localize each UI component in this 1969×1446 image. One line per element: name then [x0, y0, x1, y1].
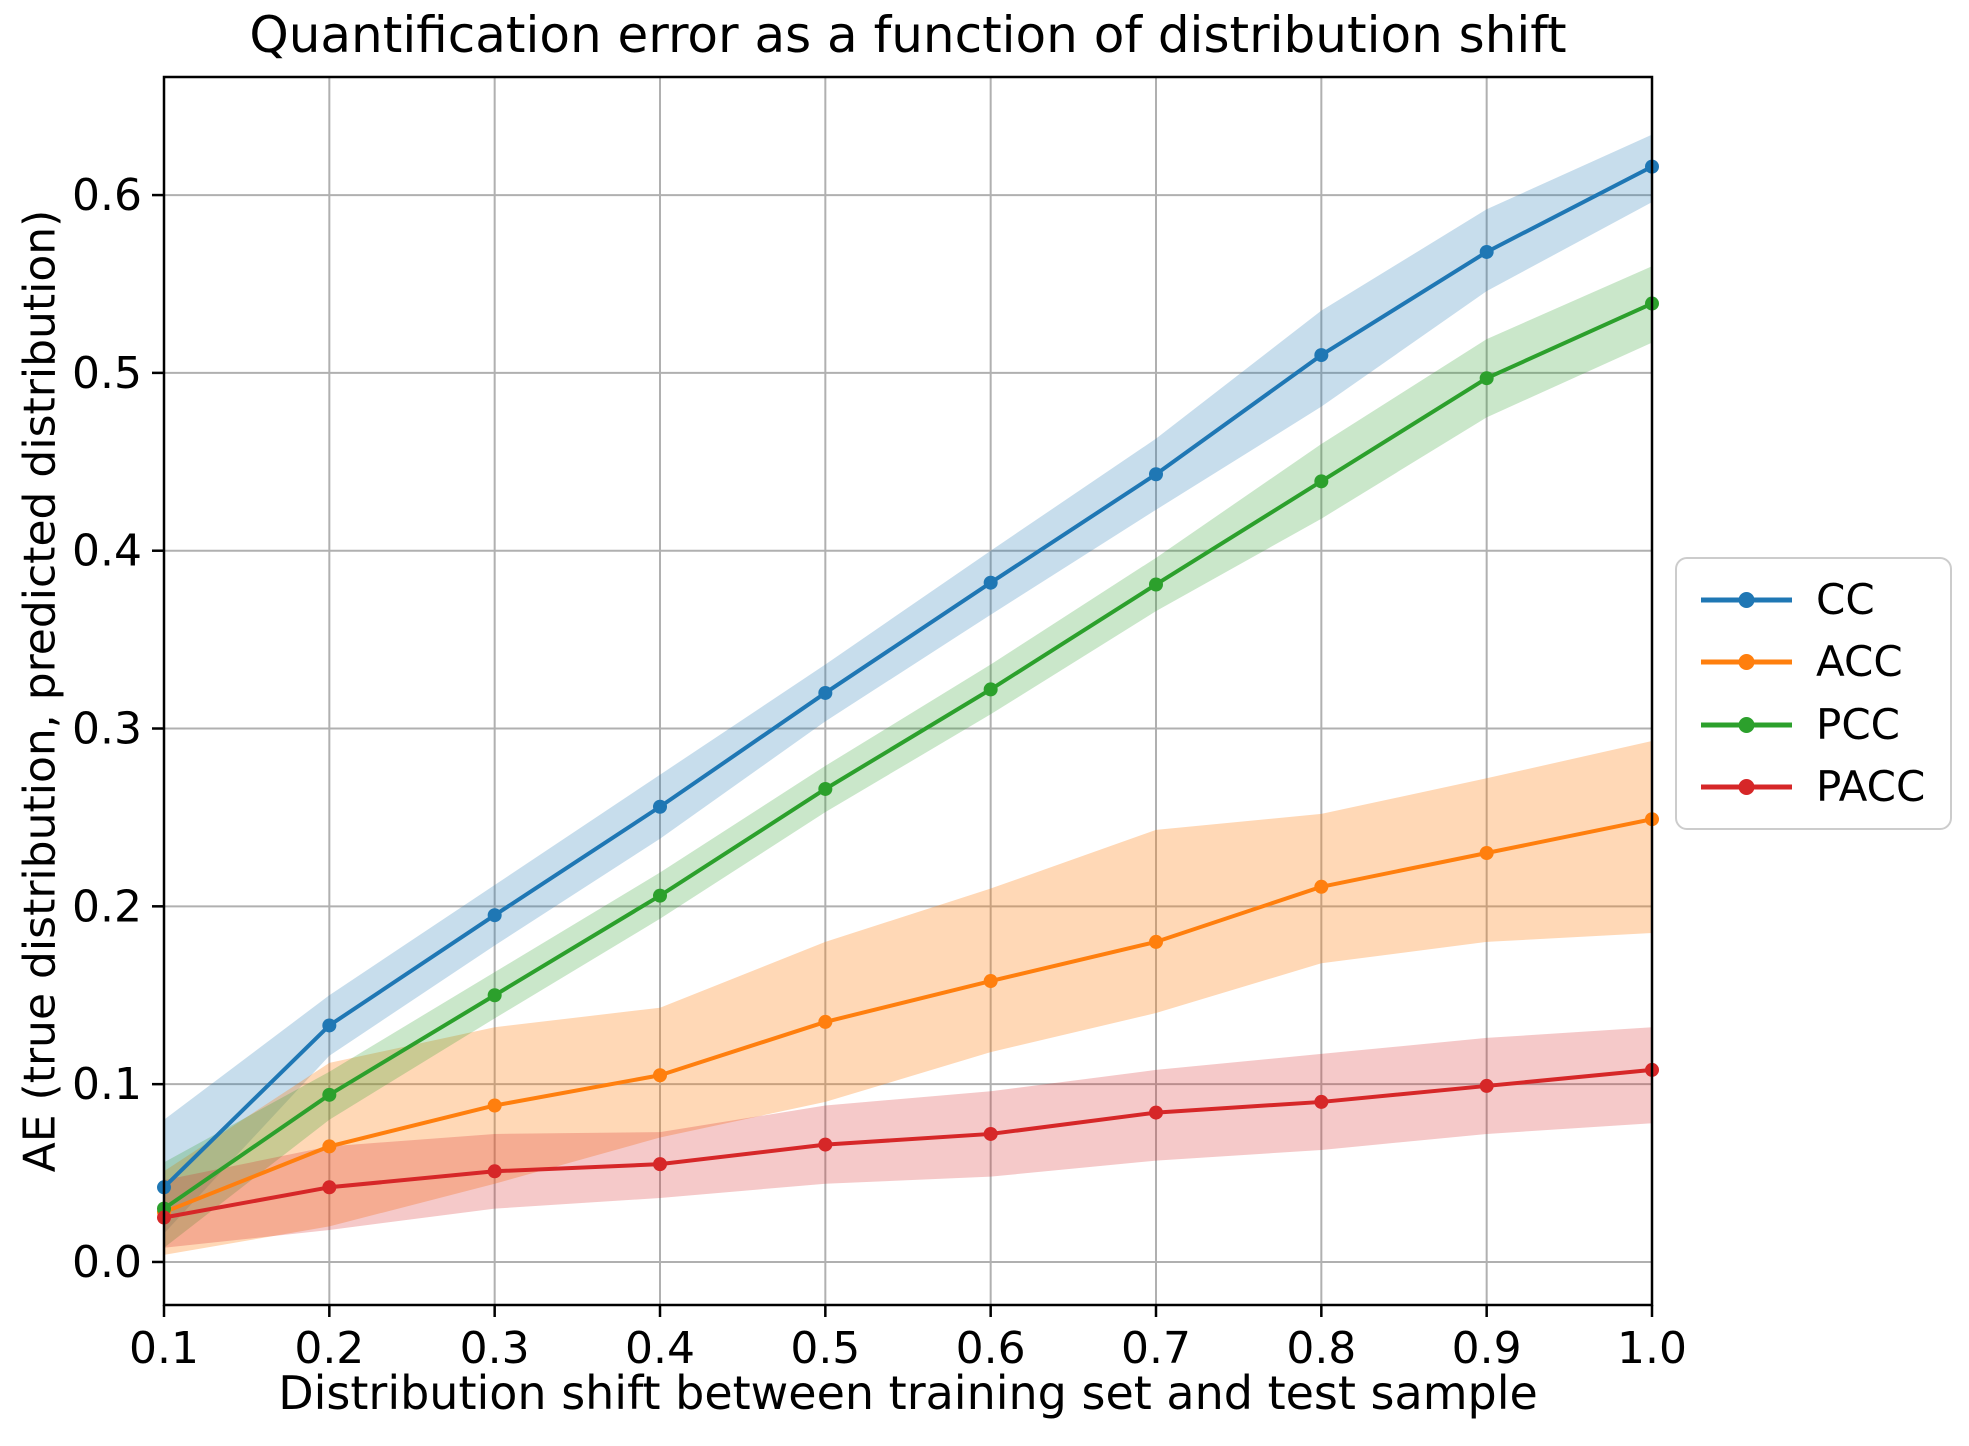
data-point-acc — [818, 1014, 833, 1029]
data-point-pacc — [1479, 1078, 1494, 1093]
data-point-cc — [818, 685, 833, 700]
data-point-pcc — [1314, 474, 1329, 489]
y-tick-label: 0.6 — [72, 170, 142, 221]
legend-line-sample-acc — [1701, 654, 1792, 671]
chart-title: Quantification error as a function of di… — [249, 6, 1567, 64]
band-cc — [164, 134, 1652, 1234]
data-point-pcc — [1149, 577, 1163, 592]
data-point-acc — [1479, 845, 1494, 860]
data-point-pacc — [487, 1164, 502, 1179]
y-tick-label: 0.5 — [72, 348, 142, 399]
data-point-acc — [983, 974, 998, 989]
data-point-pacc — [1149, 1105, 1163, 1120]
legend-entry-pcc: PCC — [1699, 699, 1940, 749]
x-axis-label: Distribution shift between training set … — [278, 1366, 1538, 1420]
data-point-acc — [1149, 934, 1163, 949]
data-point-acc — [1314, 879, 1329, 894]
data-point-pcc — [487, 988, 502, 1003]
x-tick-label: 1.0 — [1617, 1323, 1687, 1374]
series-line-pcc — [162, 301, 1654, 1211]
series-line-acc — [162, 817, 1654, 1215]
legend-marker — [1738, 592, 1755, 609]
data-point-pacc — [653, 1157, 667, 1172]
legend-marker — [1738, 654, 1755, 671]
x-tick-label: 0.7 — [1121, 1323, 1191, 1374]
legend-line-sample-pacc — [1701, 778, 1792, 795]
y-tick-label: 0.2 — [72, 881, 142, 932]
x-tick-label: 0.9 — [1452, 1323, 1522, 1374]
legend: CC ACC PCC PACC — [1675, 557, 1952, 830]
y-tick-label: 0.4 — [72, 526, 142, 577]
data-point-acc — [322, 1139, 337, 1154]
y-tick-label: 0.1 — [72, 1059, 142, 1110]
data-point-pcc — [322, 1087, 337, 1102]
legend-label-acc: ACC — [1816, 637, 1903, 687]
data-point-pacc — [322, 1180, 337, 1195]
data-point-acc — [653, 1068, 667, 1083]
data-point-cc — [487, 908, 502, 923]
legend-marker — [1738, 716, 1755, 733]
x-tick-label: 0.8 — [1286, 1323, 1356, 1374]
x-tick-label: 0.1 — [129, 1323, 199, 1374]
legend-line-sample-pcc — [1701, 716, 1792, 733]
x-tick-label: 0.4 — [625, 1323, 695, 1374]
data-point-cc — [983, 575, 998, 590]
legend-entry-acc: ACC — [1699, 641, 1940, 683]
data-point-cc — [322, 1018, 337, 1033]
data-point-pacc — [983, 1126, 998, 1141]
data-point-cc — [653, 799, 667, 814]
y-tick-label: 0.0 — [72, 1237, 142, 1288]
legend-label-pcc: PCC — [1816, 699, 1900, 749]
y-tick-label: 0.3 — [72, 704, 142, 755]
legend-label-cc: CC — [1816, 575, 1875, 625]
band-pcc — [164, 266, 1652, 1248]
x-tick-label: 0.5 — [790, 1323, 860, 1374]
legend-label-pacc: PACC — [1816, 761, 1926, 811]
y-axis-label: AE (true distribution, predicted distrib… — [14, 209, 66, 1173]
legend-entry-cc: CC — [1699, 579, 1940, 621]
series-line-pacc — [162, 1067, 1654, 1220]
data-point-pacc — [1314, 1094, 1329, 1109]
data-point-cc — [1149, 467, 1163, 482]
legend-entry-pacc: PACC — [1699, 761, 1940, 811]
x-tick-label: 0.6 — [956, 1323, 1026, 1374]
data-point-cc — [1479, 244, 1494, 259]
data-point-pcc — [1479, 371, 1494, 386]
band-acc — [164, 740, 1652, 1255]
plot-border — [162, 75, 1654, 1307]
x-tick-label: 0.2 — [294, 1323, 364, 1374]
data-point-cc — [1314, 348, 1329, 363]
data-point-pcc — [818, 781, 833, 796]
legend-line-sample-cc — [1701, 592, 1792, 609]
x-tick-label: 0.3 — [460, 1323, 530, 1374]
data-point-pacc — [818, 1137, 833, 1152]
data-point-acc — [487, 1098, 502, 1113]
legend-marker — [1738, 778, 1755, 795]
data-point-pcc — [983, 682, 998, 697]
data-point-pcc — [653, 888, 667, 903]
series-line-cc — [162, 164, 1654, 1190]
